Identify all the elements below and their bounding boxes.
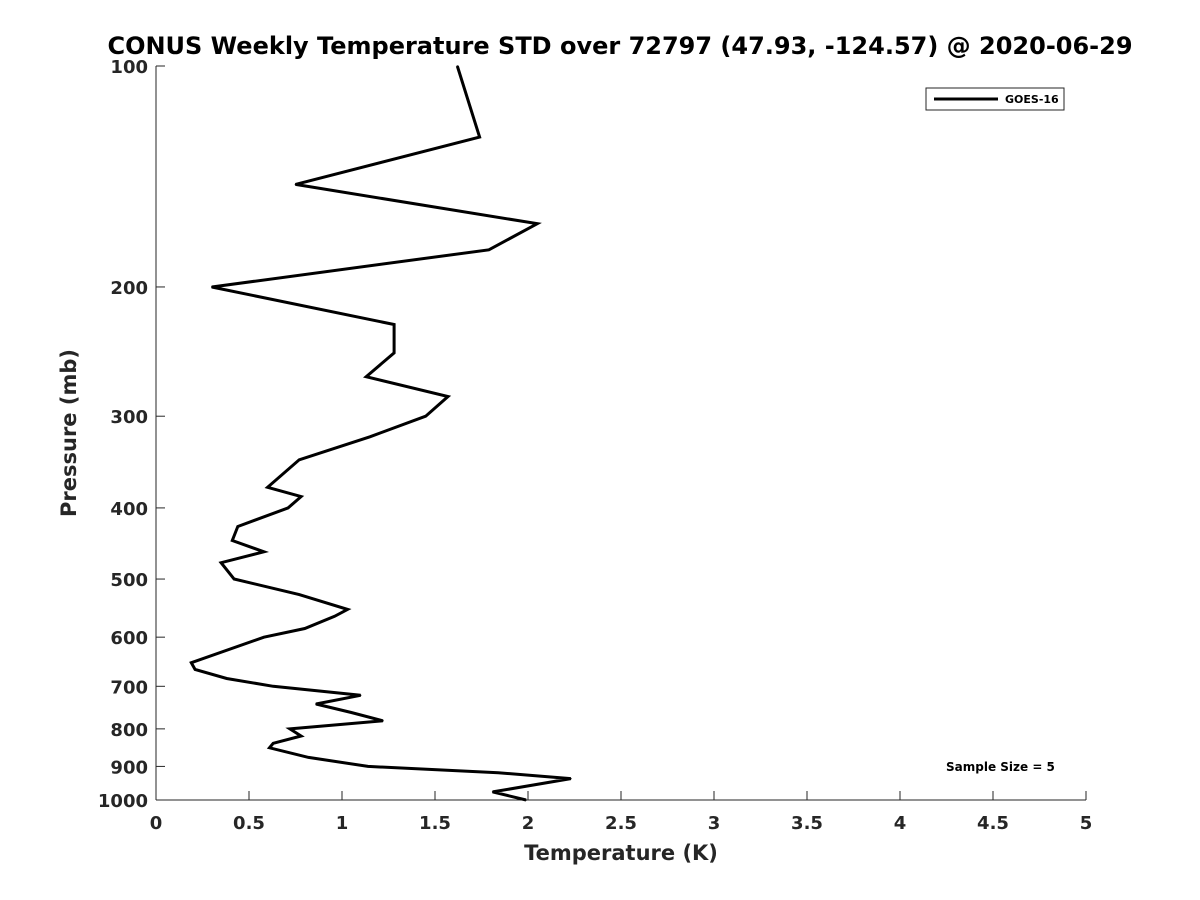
data-point [272, 685, 274, 688]
series-points [190, 65, 572, 801]
data-point [367, 765, 369, 768]
data-point [237, 525, 239, 528]
data-point [220, 561, 222, 564]
y-tick-label: 100 [110, 57, 148, 78]
y-tick-label: 700 [110, 677, 148, 698]
x-tick-label: 1 [336, 813, 349, 834]
data-point [491, 791, 494, 793]
data-point [569, 777, 572, 780]
data-point [393, 323, 395, 326]
y-tick-label: 800 [110, 720, 148, 741]
data-point [525, 799, 527, 801]
data-point [231, 539, 234, 542]
data-point [272, 742, 274, 745]
data-point [287, 507, 289, 509]
x-tick-label: 3 [708, 813, 721, 834]
data-point [382, 719, 384, 722]
x-tick-label: 0.5 [233, 813, 265, 834]
data-point [536, 222, 539, 225]
x-tick-label: 3.5 [791, 813, 823, 834]
y-tick-label: 500 [110, 570, 148, 591]
data-point [263, 636, 265, 638]
data-point [346, 608, 349, 611]
data-point [478, 136, 481, 138]
y-tick-label: 900 [110, 757, 148, 778]
x-tick-label: 2.5 [605, 813, 637, 834]
data-point [194, 668, 196, 671]
chart-title: CONUS Weekly Temperature STD over 72797 … [107, 32, 1132, 60]
y-tick-label: 200 [110, 278, 148, 299]
data-point [304, 627, 306, 630]
data-point [225, 677, 228, 680]
data-point [266, 486, 269, 489]
y-tick-label: 300 [110, 407, 148, 428]
legend-label: GOES-16 [1005, 93, 1059, 106]
data-point [268, 747, 271, 749]
data-point [298, 593, 301, 596]
data-point [298, 459, 301, 461]
data-point [289, 728, 291, 730]
data-point [333, 615, 336, 618]
data-point [350, 711, 353, 714]
data-point [424, 415, 427, 418]
data-point [359, 694, 362, 697]
x-tick-label: 1.5 [419, 813, 451, 834]
y-tick-label: 400 [110, 499, 148, 520]
data-point [393, 352, 395, 354]
x-tick-label: 5 [1080, 813, 1093, 834]
data-point [233, 578, 235, 580]
y-ticks: 100 200 300 400 500 600 700 800 900 1000 [98, 57, 165, 812]
data-point [190, 661, 193, 664]
y-tick-label: 600 [110, 628, 148, 649]
sample-size-annotation: Sample Size = 5 [946, 760, 1055, 774]
data-point [211, 286, 213, 288]
data-point [456, 65, 459, 67]
legend: GOES-16 [925, 87, 1065, 111]
data-point [365, 375, 367, 378]
data-point [294, 183, 297, 186]
data-point [307, 756, 310, 759]
data-point [315, 703, 317, 705]
x-axis-label: Temperature (K) [524, 841, 718, 865]
x-tick-label: 2 [522, 813, 535, 834]
x-tick-label: 0 [150, 813, 163, 834]
x-tick-label: 4 [894, 813, 907, 834]
data-point [497, 771, 500, 774]
data-point [488, 249, 490, 251]
data-point [447, 395, 449, 398]
series-line-goes16 [189, 65, 572, 802]
y-tick-label: 1000 [98, 791, 148, 812]
x-tick-label: 4.5 [977, 813, 1009, 834]
data-point [300, 735, 302, 737]
data-point [263, 550, 265, 553]
y-axis-label: Pressure (mb) [57, 349, 81, 517]
data-point [369, 435, 371, 438]
data-point [300, 495, 302, 498]
x-ticks: 0 0.5 1 1.5 2 2.5 3 3.5 4 4.5 5 [150, 791, 1093, 834]
